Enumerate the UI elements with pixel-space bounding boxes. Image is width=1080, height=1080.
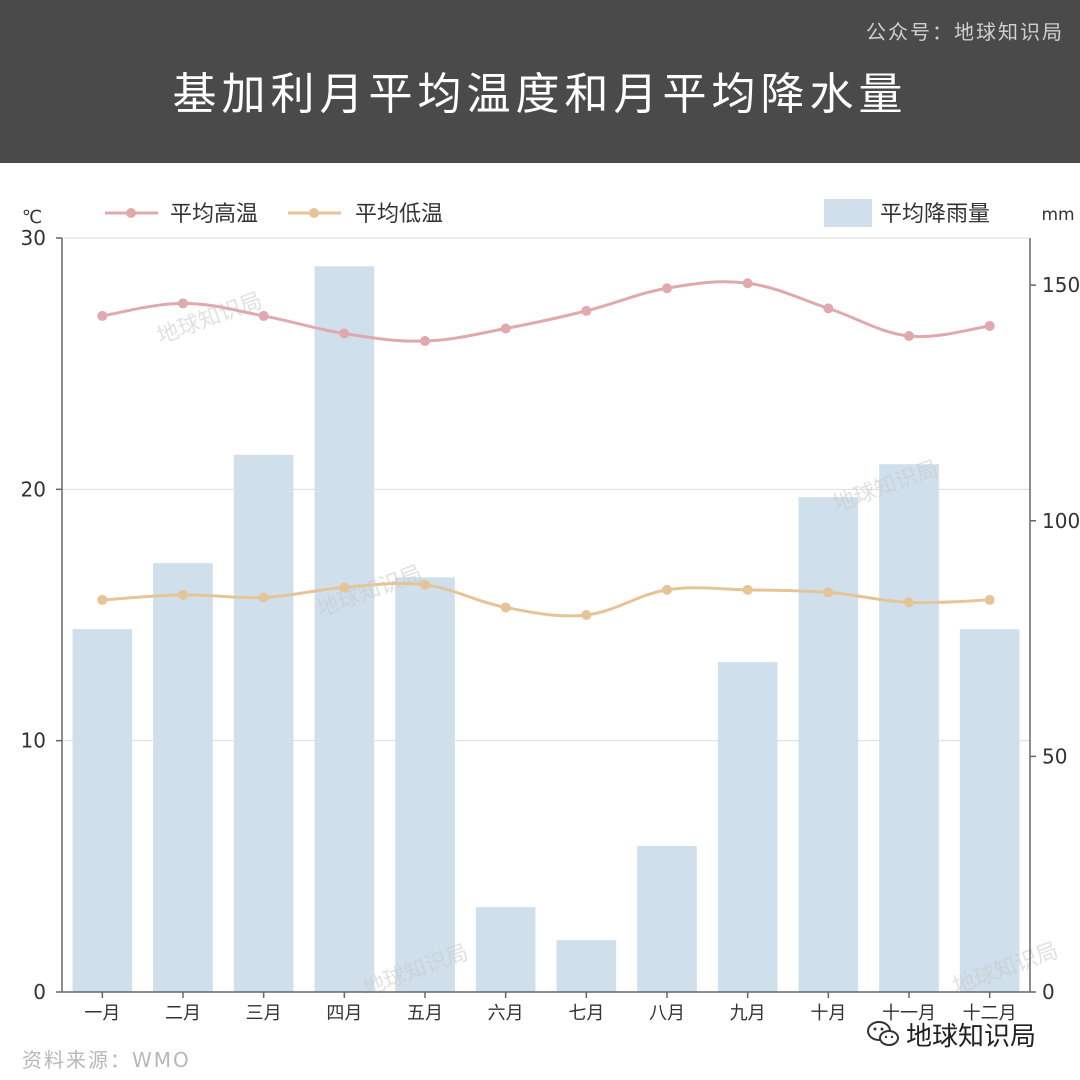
point-low-6 (500, 602, 511, 613)
x-tick-label: 三月 (246, 1003, 282, 1024)
legend-rain-swatch (824, 199, 872, 227)
bar-9 (717, 662, 778, 992)
point-low-12 (984, 594, 995, 605)
page-title: 基加利月平均温度和月平均降水量 (172, 69, 908, 120)
point-high-7 (581, 305, 592, 316)
line-high-temp (102, 280, 990, 343)
wechat-icon (867, 1021, 899, 1046)
point-high-9 (742, 278, 753, 289)
data-source: 资料来源：WMO (22, 1048, 191, 1072)
point-high-2 (178, 298, 188, 309)
brand-logo: 地球知识局 (866, 1014, 1036, 1054)
point-high-10 (823, 303, 834, 314)
x-tick-label: 五月 (407, 1003, 443, 1024)
x-tick-label: 四月 (326, 1003, 362, 1024)
point-high-5 (420, 336, 430, 347)
right-tick-label: 0 (1042, 980, 1055, 1004)
point-high-4 (339, 328, 350, 339)
point-low-3 (258, 592, 269, 603)
left-tick-label: 20 (21, 477, 46, 501)
x-tick-label: 十一月 (882, 1003, 936, 1024)
bar-7 (556, 940, 617, 992)
x-tick-label: 九月 (730, 1003, 766, 1024)
bar-12 (959, 629, 1020, 992)
legend-high-marker (126, 208, 136, 218)
source-credit-top: 公众号：地球知识局 (866, 20, 1064, 44)
bar-1 (72, 629, 133, 992)
x-tick-label: 十月 (810, 1003, 846, 1024)
point-low-4 (339, 582, 350, 593)
right-axis-unit: mm (1041, 205, 1074, 225)
bar-8 (637, 845, 697, 992)
brand-name: 地球知识局 (906, 1021, 1037, 1052)
point-high-11 (904, 331, 914, 342)
point-high-6 (500, 323, 511, 334)
bar-4 (314, 266, 375, 992)
right-tick-label: 150 (1042, 273, 1080, 297)
legend-rain-label: 平均降雨量 (880, 202, 990, 227)
right-tick-label: 100 (1042, 509, 1080, 533)
left-tick-label: 0 (33, 980, 46, 1004)
point-low-8 (662, 584, 672, 595)
point-high-8 (662, 283, 672, 294)
watermark-text: 地球知识局 (154, 288, 266, 349)
legend-low-marker (309, 208, 319, 218)
point-high-12 (984, 320, 995, 331)
bar-5 (395, 577, 455, 992)
point-low-1 (97, 594, 108, 605)
point-low-9 (742, 584, 753, 595)
point-high-1 (97, 310, 108, 321)
bar-6 (475, 907, 536, 992)
point-high-3 (258, 310, 269, 321)
left-tick-label: 30 (21, 226, 46, 250)
point-low-11 (904, 597, 914, 608)
right-tick-label: 50 (1042, 744, 1067, 768)
bar-10 (798, 497, 859, 992)
header-banner: 公众号：地球知识局 基加利月平均温度和月平均降水量 (0, 0, 1080, 163)
left-tick-label: 10 (21, 729, 46, 753)
point-low-2 (178, 589, 188, 600)
bar-2 (153, 563, 213, 992)
point-low-7 (581, 610, 592, 620)
x-tick-label: 六月 (488, 1003, 524, 1024)
x-tick-label: 十二月 (963, 1003, 1017, 1024)
bar-3 (233, 454, 294, 992)
bar-11 (879, 464, 939, 992)
point-low-10 (823, 587, 834, 598)
point-low-5 (420, 579, 430, 590)
x-tick-label: 八月 (649, 1003, 685, 1024)
left-axis-unit: ℃ (22, 207, 42, 228)
legend-low-label: 平均低温 (355, 202, 443, 227)
legend-high-label: 平均高温 (170, 202, 258, 227)
x-tick-label: 七月 (568, 1003, 604, 1024)
x-tick-label: 一月 (84, 1003, 120, 1024)
x-tick-label: 二月 (165, 1003, 201, 1024)
